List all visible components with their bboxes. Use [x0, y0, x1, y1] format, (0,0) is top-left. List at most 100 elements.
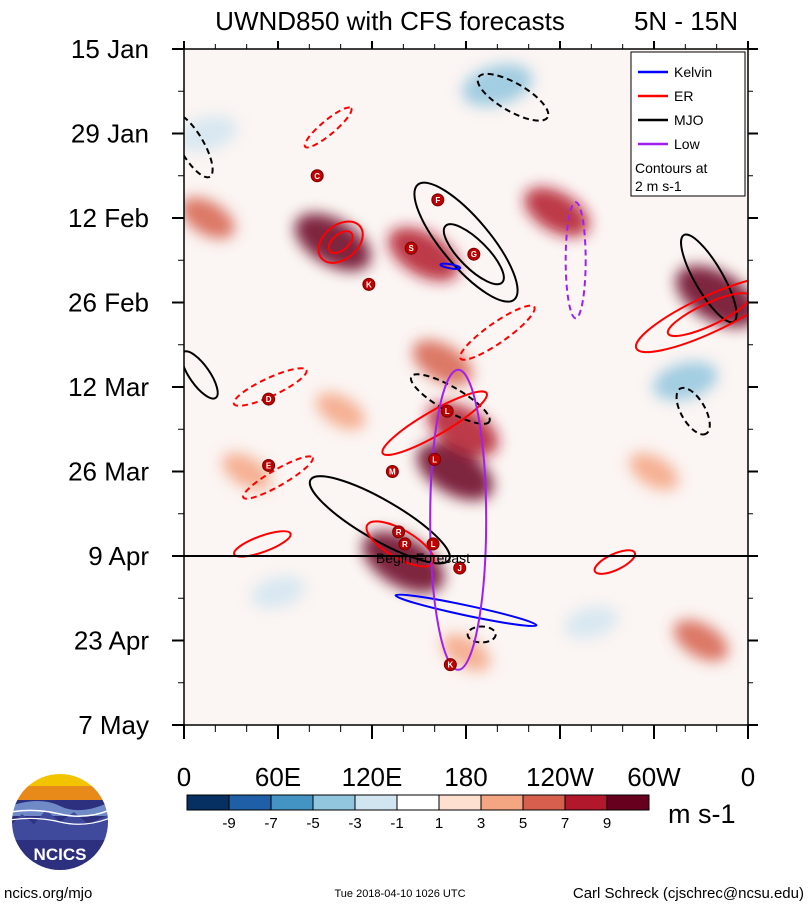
anomaly-blob-15: [629, 452, 679, 491]
storm-marker-4: [404, 241, 418, 255]
colorbar-swatch-6: [438, 794, 482, 811]
contour-er-5: [381, 390, 488, 456]
storm-label-6: L: [445, 407, 450, 416]
y-tick-label-8: 7 May: [78, 710, 149, 740]
forecast-label: Begin Forecast: [376, 550, 470, 566]
legend-note-line2: 2 m s-1: [635, 178, 682, 194]
colorbar-swatch-8: [522, 794, 566, 811]
colorbar-tick-label-6: 3: [477, 815, 485, 832]
storm-marker-8: [262, 458, 276, 472]
legend-note-line1: Contours at: [635, 160, 707, 176]
filtered-contours: [184, 72, 748, 671]
x-tick-label-0: 0: [177, 762, 191, 792]
colorbar-swatch-1: [228, 794, 272, 811]
colorbar-swatch-2: [270, 794, 314, 811]
footer-url: ncics.org/mjo: [4, 885, 92, 902]
contour-mjo-1: [442, 223, 505, 286]
y-tick-label-2: 12 Feb: [68, 203, 149, 233]
colorbar-swatch-9: [564, 794, 608, 811]
colorbar-swatch-3: [312, 794, 356, 811]
x-tick-label-1: 60E: [255, 762, 301, 792]
logo-text: NCICS: [34, 845, 87, 864]
storm-marker-2: [467, 247, 481, 261]
y-tick-label-0: 15 Jan: [71, 34, 149, 64]
contour-er-8: [242, 455, 314, 500]
colorbar-swatch-7: [480, 794, 524, 811]
anomaly-blob-16: [564, 606, 618, 639]
colorbar: -9 -7 -5 -3 -1 1 3 5 7 9: [186, 794, 650, 832]
storm-label-1: F: [435, 196, 440, 205]
anomaly-blob-8: [184, 197, 235, 239]
x-axis: 0 60E 120E 180 120W 60W 0: [177, 41, 755, 792]
contour-low-0: [429, 368, 488, 671]
anomaly-blob-7: [524, 187, 590, 237]
storm-label-7: L: [432, 455, 437, 464]
storm-marker-12: [426, 537, 440, 551]
storm-marker-11: [398, 537, 412, 551]
chart-title: UWND850 with CFS forecasts: [215, 6, 565, 36]
storm-marker-14: [443, 658, 457, 672]
storm-label-10: R: [396, 528, 402, 537]
storm-label-14: K: [447, 661, 453, 670]
anomaly-blob-13: [316, 392, 366, 430]
contour-er-0: [317, 220, 364, 264]
contour-mjo-7: [409, 373, 491, 425]
colorbar-tick-label-7: 5: [519, 815, 527, 832]
chart-subtitle: 5N - 15N: [634, 6, 738, 36]
legend-mjo-label: MJO: [674, 112, 704, 128]
contour-mjo-5: [184, 350, 219, 400]
colorbar-tick-label-8: 7: [561, 815, 569, 832]
contour-er-11: [303, 106, 353, 149]
storm-marker-10: [392, 525, 406, 539]
storm-label-9: M: [389, 468, 396, 477]
colorbar-tick-label-4: -1: [390, 815, 403, 832]
colorbar-swatch-10: [606, 794, 650, 811]
anomaly-blob-14: [222, 452, 272, 491]
storm-marker-6: [440, 404, 454, 418]
anomaly-blob-17: [673, 619, 729, 662]
storm-label-8: E: [266, 461, 272, 470]
contour-er-6: [232, 367, 308, 407]
contour-kelvin-0: [394, 593, 538, 628]
y-tick-label-4: 12 Mar: [68, 372, 149, 402]
contour-kelvin-1: [439, 262, 462, 270]
contour-mjo-3: [184, 112, 214, 179]
legend: Kelvin ER MJO Low Contours at 2 m s-1: [630, 51, 746, 197]
footer-timestamp: Tue 2018-04-10 1026 UTC: [334, 888, 465, 900]
contour-mjo-0: [413, 181, 519, 303]
y-tick-label-3: 26 Feb: [68, 288, 149, 318]
colorbar-swatch-4: [354, 794, 398, 811]
y-tick-label-5: 26 Mar: [68, 457, 149, 487]
colorbar-tick-label-9: 9: [603, 815, 611, 832]
legend-er-label: ER: [674, 88, 693, 104]
colorbar-swatch-5: [396, 794, 440, 811]
storm-label-11: R: [402, 540, 408, 549]
storm-label-13: J: [458, 564, 462, 573]
storm-marker-3: [362, 277, 376, 291]
colorbar-tick-label-2: -5: [306, 815, 319, 832]
colorbar-tick-label-5: 1: [435, 815, 443, 832]
anomaly-blob-6: [412, 340, 473, 386]
storm-marker-7: [428, 452, 442, 466]
storm-label-3: K: [366, 280, 372, 289]
contour-er-4: [666, 292, 748, 338]
x-tick-label-4: 120W: [526, 762, 594, 792]
colorbar-swatch-0: [186, 794, 230, 811]
x-tick-label-3: 180: [444, 762, 487, 792]
storm-label-5: D: [266, 395, 272, 404]
y-tick-label-7: 23 Apr: [74, 626, 150, 656]
storm-label-0: C: [314, 172, 320, 181]
colorbar-unit: m s-1: [668, 799, 736, 829]
storm-marker-13: [453, 561, 467, 575]
contour-er-9: [593, 549, 637, 575]
storm-marker-5: [262, 392, 276, 406]
x-tick-label-5: 60W: [627, 762, 681, 792]
contour-low-1: [564, 201, 587, 320]
x-tick-label-6: 0: [741, 762, 755, 792]
legend-low-label: Low: [674, 136, 701, 152]
colorbar-tick-label-3: -3: [348, 815, 361, 832]
x-tick-label-2: 120E: [342, 762, 403, 792]
storm-marker-1: [431, 193, 445, 207]
anomaly-blob-10: [653, 361, 718, 401]
